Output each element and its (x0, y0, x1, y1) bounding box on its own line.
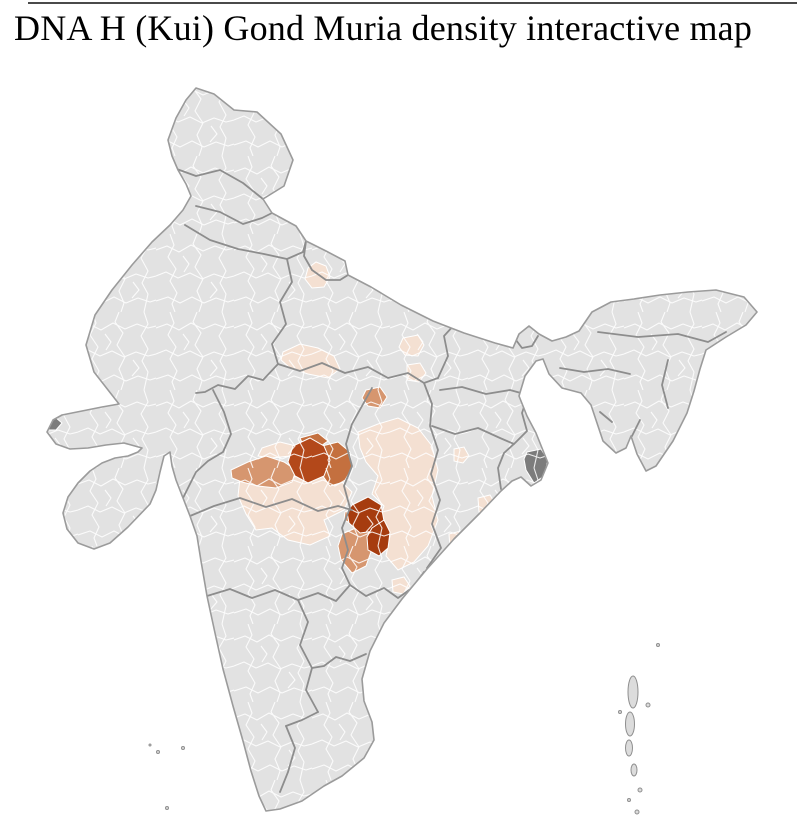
state-borders (173, 167, 727, 793)
top-border-line (28, 2, 797, 4)
page-title: DNA H (Kui) Gond Muria density interacti… (14, 8, 753, 48)
lakshadweep-islands[interactable] (148, 743, 185, 810)
andaman-nicobar-islands[interactable] (618, 643, 660, 815)
